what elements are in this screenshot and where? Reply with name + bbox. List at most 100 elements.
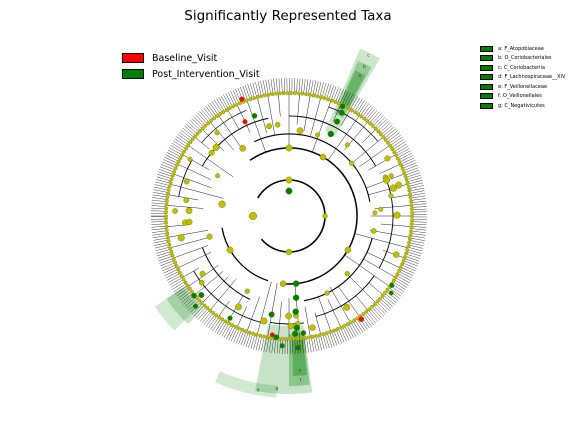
leaf-tick <box>372 307 383 319</box>
clade-legend-item: b: O_Coriobacteriales <box>480 54 565 64</box>
leaf-node <box>164 220 169 225</box>
leaf-node <box>202 303 207 308</box>
leaf-tick <box>216 98 224 111</box>
leaf-node <box>184 146 188 151</box>
leaf-tick <box>412 200 427 203</box>
leaf-tick <box>304 338 307 353</box>
leaf-node <box>409 225 414 230</box>
taxon-node <box>274 121 281 128</box>
leaf-tick <box>319 82 324 96</box>
leaf-node <box>190 137 195 142</box>
leaf-tick <box>360 103 370 116</box>
leaf-tick <box>389 288 402 297</box>
leaf-node <box>187 286 192 291</box>
branch-spoke <box>195 137 210 150</box>
leaf-node <box>403 174 408 178</box>
leaf-tick <box>218 97 227 110</box>
leaf-tick <box>410 190 425 194</box>
branch-spoke <box>247 101 266 153</box>
leaf-tick <box>377 302 388 313</box>
leaf-node <box>409 203 414 208</box>
leaf-tick <box>167 149 181 157</box>
leaf-tick <box>186 298 198 309</box>
leaf-node <box>403 255 407 259</box>
leaf-node <box>326 97 330 102</box>
leaf-tick <box>331 332 338 346</box>
taxon-node <box>183 178 190 185</box>
leaf-tick <box>322 335 327 349</box>
leaf-node <box>370 304 374 309</box>
leaf-tick <box>349 324 357 337</box>
branch-spoke <box>338 286 360 317</box>
leaf-node <box>168 246 173 251</box>
leaf-node <box>395 272 400 277</box>
leaf-node <box>200 301 204 305</box>
significant-taxon-node-post <box>227 315 233 321</box>
leaf-tick <box>169 147 182 155</box>
clade-legend-item: f: O_Veillonellales <box>480 92 565 102</box>
leaf-tick <box>410 187 425 192</box>
branch-spoke <box>363 258 395 278</box>
leaf-tick <box>151 205 166 207</box>
leaf-node <box>396 156 400 161</box>
leaf-tick <box>325 334 330 349</box>
branch-spoke <box>188 145 234 178</box>
leaf-tick <box>331 86 337 100</box>
leaf-tick <box>172 281 185 290</box>
leaf-tick <box>404 260 418 267</box>
leaf-tick <box>306 338 309 353</box>
branch-arc <box>193 270 261 323</box>
leaf-node <box>234 102 239 107</box>
leaf-tick <box>400 269 414 276</box>
clade-highlight-sector <box>324 48 380 137</box>
leaf-tick <box>152 197 167 200</box>
leaf-tick <box>201 109 211 121</box>
leaf-tick <box>327 333 333 348</box>
leaf-tick <box>392 284 405 293</box>
leaf-tick <box>245 85 250 99</box>
leaf-tick <box>383 126 395 136</box>
leaf-tick <box>294 78 295 93</box>
leaf-tick <box>318 336 322 351</box>
leaf-tick <box>173 140 186 149</box>
leaf-tick <box>403 162 417 169</box>
leaf-node <box>371 124 375 128</box>
significant-taxon-node-post <box>192 303 199 309</box>
leaf-tick <box>348 95 356 108</box>
leaf-node <box>164 216 168 221</box>
taxon-node <box>208 149 215 156</box>
branch-spoke <box>257 281 272 334</box>
branch-spoke <box>391 194 410 199</box>
leaf-node <box>186 143 191 148</box>
leaf-tick <box>358 101 367 114</box>
leaf-node <box>165 195 170 200</box>
leaf-tick <box>411 233 426 236</box>
branch-spoke <box>183 154 210 171</box>
leaf-node <box>317 333 322 337</box>
leaf-node <box>397 160 402 164</box>
taxon-node <box>279 280 287 287</box>
leaf-tick <box>405 170 420 175</box>
leaf-node <box>178 156 183 161</box>
leaf-node <box>378 296 382 301</box>
leaf-tick <box>344 326 352 340</box>
leaf-node <box>391 278 396 283</box>
taxon-node <box>248 211 257 220</box>
clade-highlights <box>154 48 380 398</box>
leaf-node <box>398 265 403 270</box>
leaf-node <box>208 308 213 313</box>
branch-spoke <box>237 105 251 133</box>
leaf-tick <box>201 312 211 324</box>
leaf-tick <box>155 179 170 184</box>
leaf-node <box>311 93 316 98</box>
leaf-tick <box>313 337 317 352</box>
taxon-node <box>343 303 351 311</box>
clade-letter-label: g <box>275 387 278 392</box>
leaf-tick <box>240 86 246 101</box>
branch-spoke <box>354 233 407 248</box>
leaf-tick <box>228 327 235 341</box>
leaf-tick <box>177 134 190 143</box>
clade-legend-label: f: O_Veillonellales <box>498 93 542 100</box>
leaf-tick <box>294 339 296 354</box>
legend-swatch-post-intervention <box>122 69 144 79</box>
